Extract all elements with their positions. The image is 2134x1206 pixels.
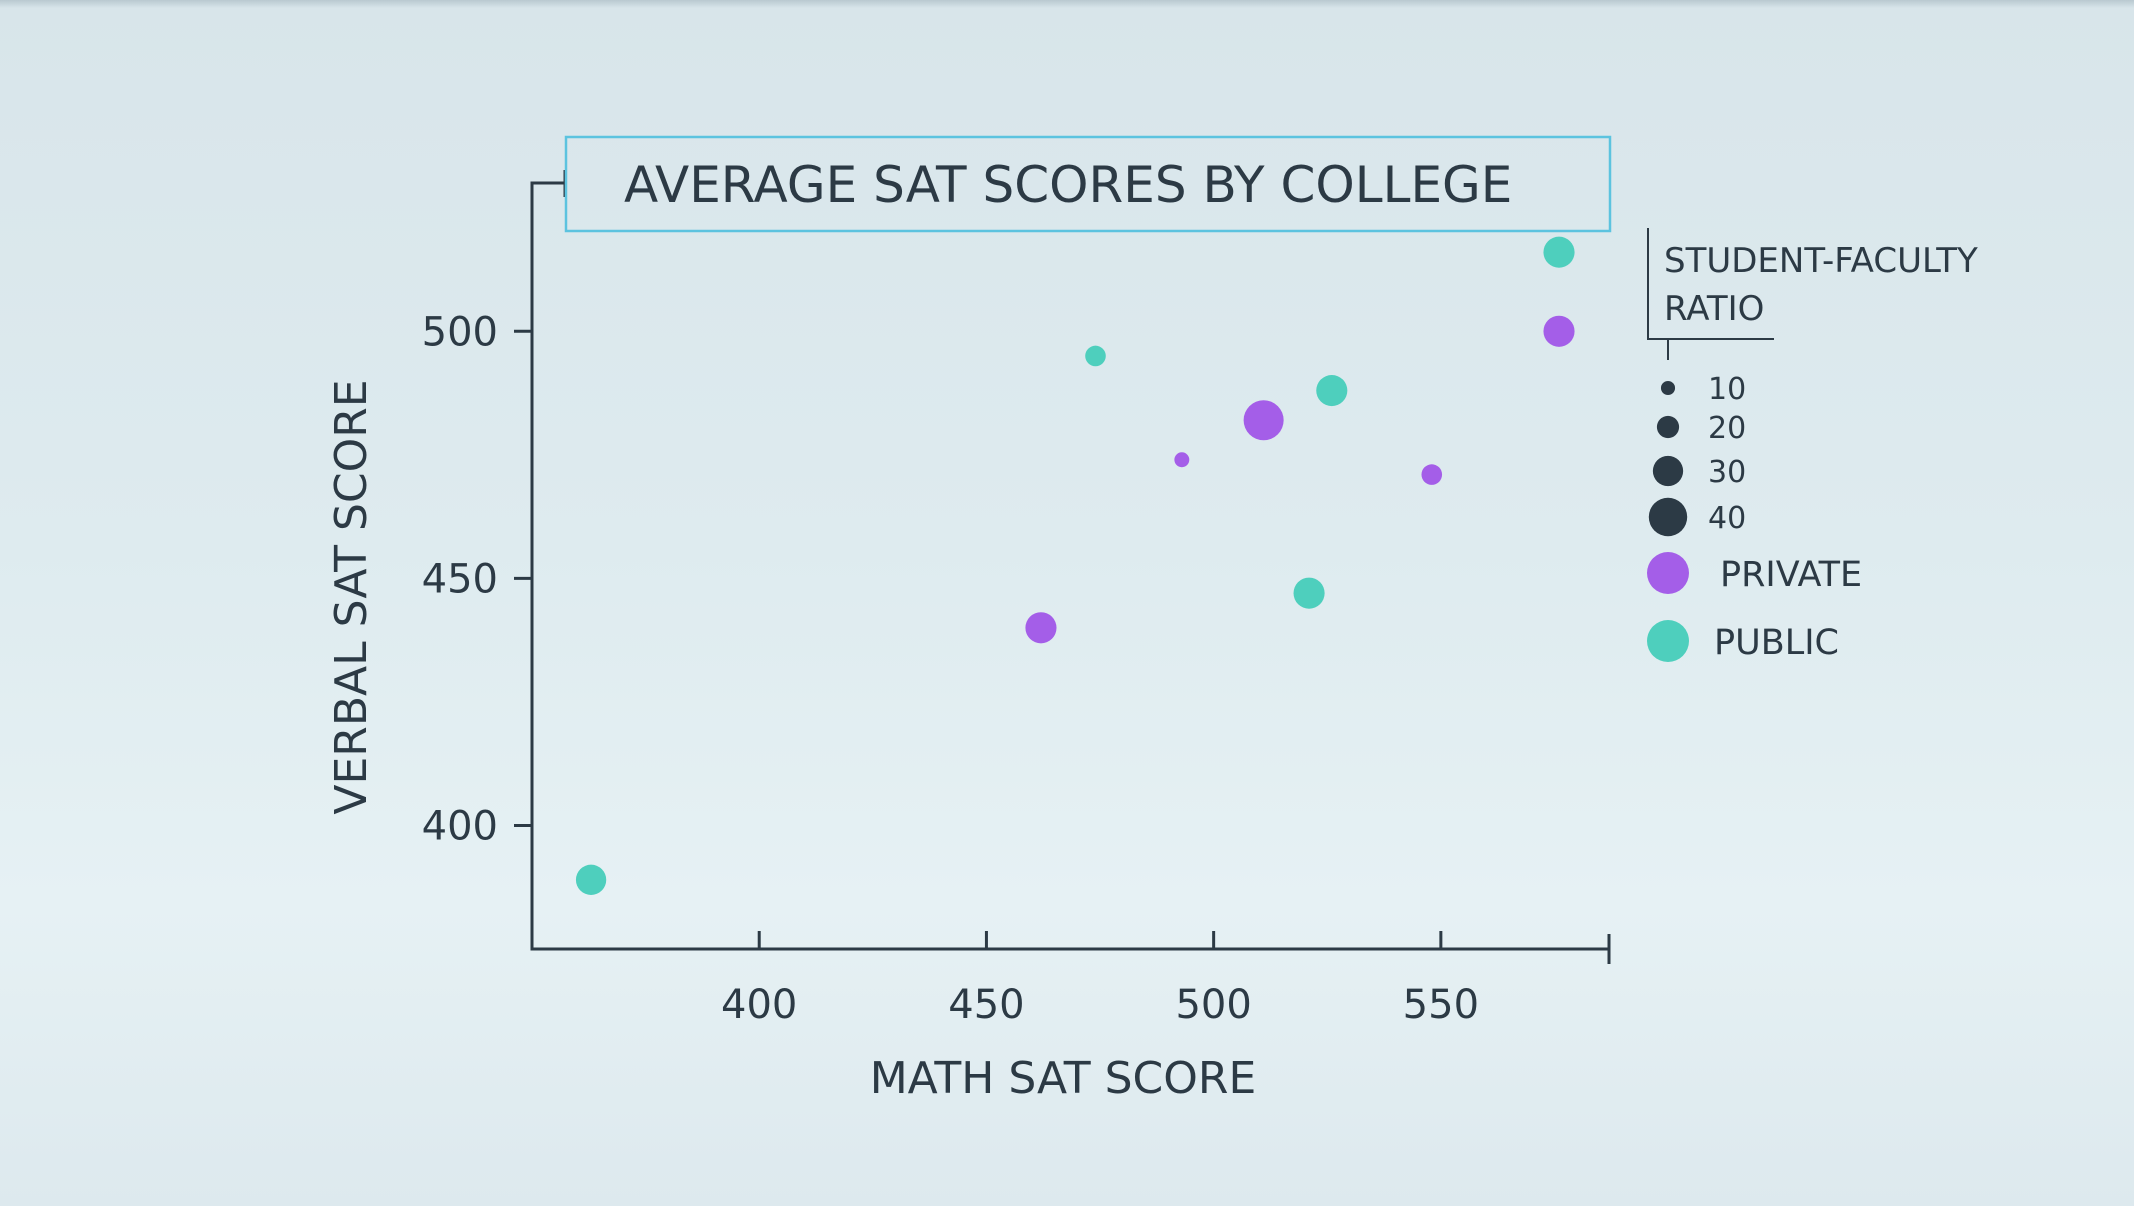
axes [530,170,1611,964]
title-frame [564,135,1612,233]
top-shadow-bar [0,0,2134,8]
data-point-private [1243,400,1284,441]
data-points [575,236,1575,895]
color-legend: PRIVATE PUBLIC [1647,552,1862,663]
chart-title: AVERAGE SAT SCORES BY COLLEGE [624,156,1512,214]
legend-label-private: PRIVATE [1720,555,1862,595]
data-point-public [1316,375,1348,407]
size-legend: 10 20 30 40 [1648,372,1746,537]
x-tick-label: 500 [1175,982,1251,1028]
y-axis-title: VERBAL SAT SCORE [326,379,377,814]
data-point-public [575,864,607,895]
y-axis-line [530,181,1609,951]
x-axis-title: MATH SAT SCORE [870,1053,1257,1104]
legend-swatch-private [1647,552,1689,594]
legend-title-line-1: STUDENT-FACULTY [1664,241,1978,281]
data-point-public [1543,236,1575,268]
legend-swatch-public [1647,620,1689,662]
legend-bracket [1647,228,1774,360]
size-legend-dot [1656,415,1680,439]
size-legend-dot [1660,380,1676,396]
ticks: 400 450 500 550 400 450 500 [422,309,1479,1028]
y-tick-label: 450 [422,556,498,602]
y-tick-label: 500 [422,309,498,355]
size-legend-label: 20 [1708,411,1746,446]
data-point-private [1543,315,1575,347]
size-legend-label: 30 [1708,455,1746,490]
size-legend-label: 10 [1708,372,1746,407]
data-point-private [1174,452,1190,468]
data-point-public [1085,345,1106,367]
size-legend-dot [1648,497,1688,537]
size-legend-label: 40 [1708,501,1746,536]
size-legend-dot [1652,455,1684,487]
data-point-private [1421,464,1443,485]
x-tick-label: 550 [1403,982,1479,1028]
y-tick-label: 400 [422,803,498,849]
data-point-private [1025,612,1057,644]
legend-label-public: PUBLIC [1714,623,1839,663]
legend-title-line-2: RATIO [1664,289,1764,329]
title-box: AVERAGE SAT SCORES BY COLLEGE [564,135,1612,233]
x-tick-label: 450 [948,982,1024,1028]
data-point-public [1293,577,1325,609]
legend: STUDENT-FACULTY RATIO 10 20 30 40 PRIVATE PU… [1647,228,1978,663]
x-tick-label: 400 [721,982,797,1028]
